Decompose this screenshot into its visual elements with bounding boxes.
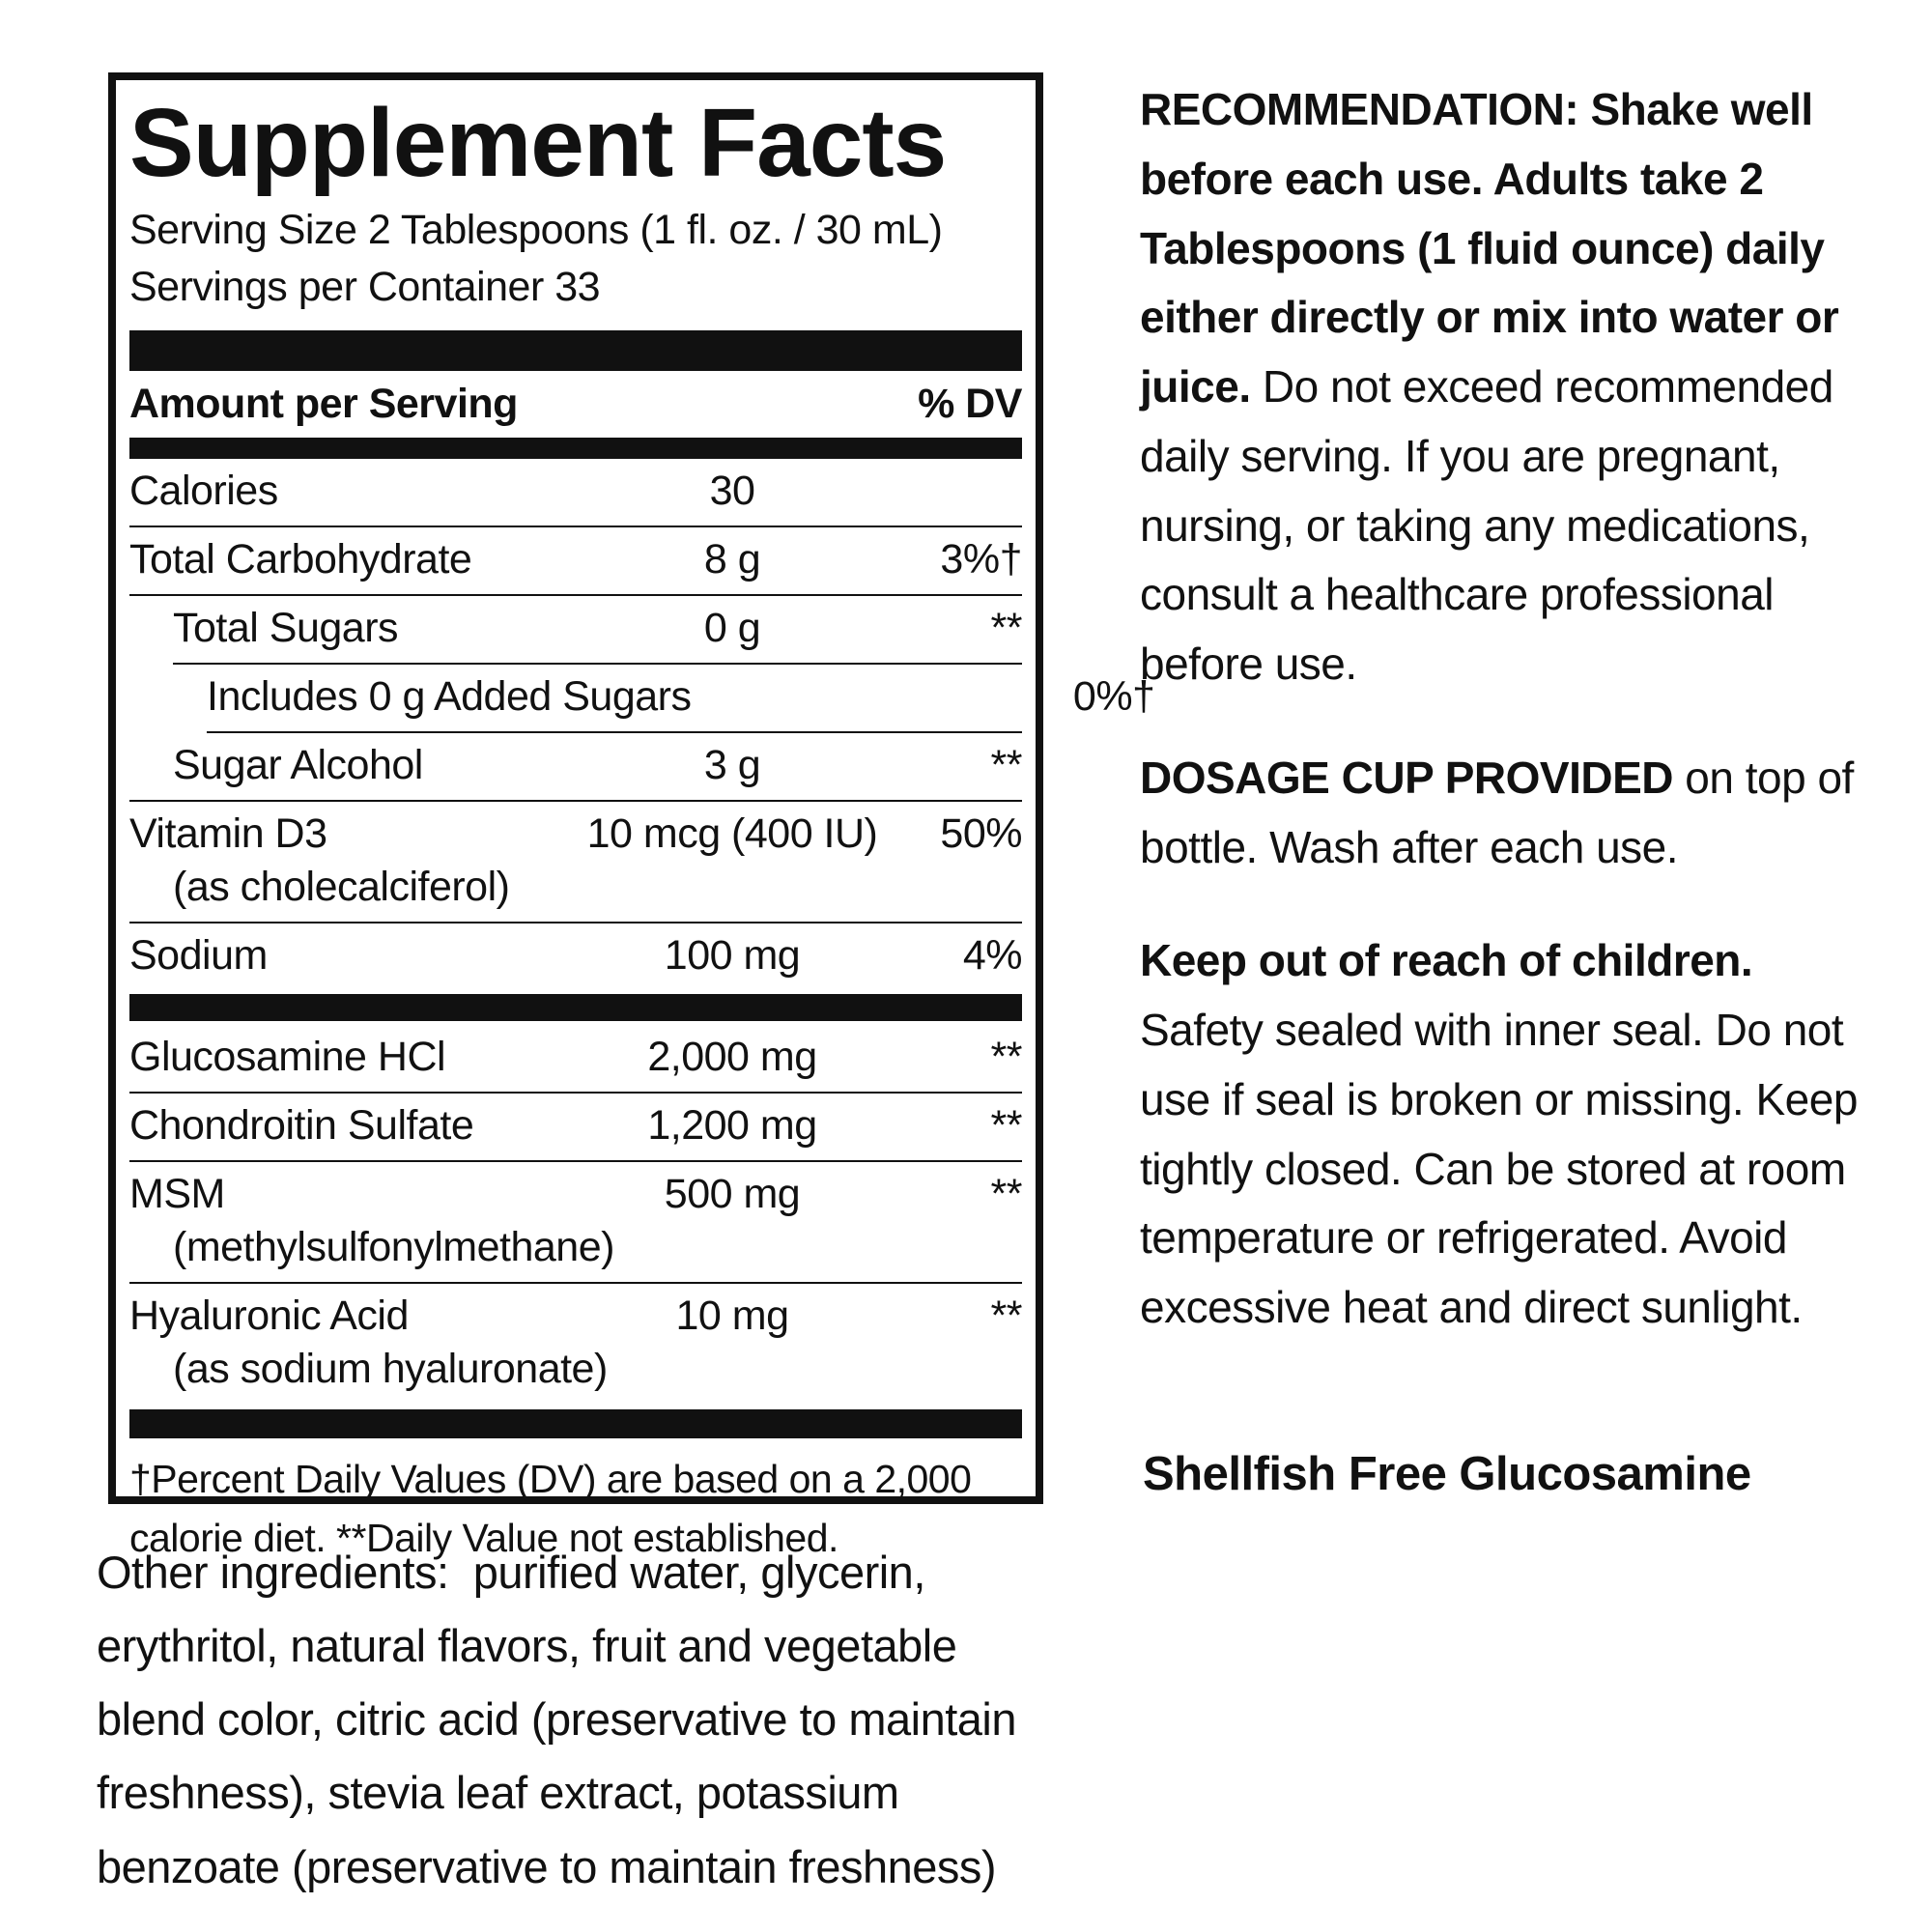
panel-title: Supplement Facts <box>129 89 947 197</box>
nutrient-name: Includes 0 g Added Sugars <box>207 672 692 720</box>
nutrient-amount: 0 g <box>703 604 761 651</box>
nutrient-dv: ** <box>990 741 1023 788</box>
spacer <box>558 381 906 428</box>
row-separator <box>129 525 1022 527</box>
nutrient-name: Total Sugars <box>173 604 399 651</box>
nutrient-subname: (as sodium hyaluronate) <box>173 1345 608 1392</box>
nutrient-row: MSM 500 mg ** (methylsulfonylmethane) <box>129 1162 1023 1282</box>
nutrient-amount: 10 mg <box>675 1292 789 1339</box>
row-separator <box>207 730 1022 733</box>
usage-column: RECOMMENDATION: Shake well before each u… <box>1140 75 1860 1343</box>
servings-per-container: Servings per Container 33 <box>129 264 601 311</box>
nutrient-name: Sugar Alcohol <box>173 741 423 788</box>
nutrient-dv: ** <box>990 604 1023 651</box>
recommendation-regular-text: Do not exceed recommended daily serving.… <box>1140 361 1833 689</box>
nutrient-row: Calories 30 <box>129 459 1022 526</box>
nutrient-name: MSM <box>129 1170 225 1217</box>
thick-divider-bar <box>129 329 1022 371</box>
dosage-cup-bold-text: DOSAGE CUP PROVIDED <box>1140 752 1673 803</box>
row-separator <box>129 921 1022 923</box>
section-divider-bar <box>129 993 1022 1021</box>
nutrient-dv: ** <box>990 1170 1023 1217</box>
row-separator <box>173 662 1022 665</box>
nutrient-row: Sodium 100 mg 4% <box>129 923 1023 990</box>
nutrient-dv: ** <box>990 1292 1023 1339</box>
row-separator <box>129 799 1022 802</box>
nutrient-dv: 4% <box>962 931 1023 979</box>
amount-per-serving-label: Amount per Serving <box>129 380 518 427</box>
nutrient-name: Chondroitin Sulfate <box>129 1101 474 1149</box>
nutrient-rows: Calories 30 Total Carbohydrate 8 g 3%† Total … <box>129 459 1155 1404</box>
nutrient-row: Glucosamine HCl 2,000 mg ** <box>129 1025 1023 1092</box>
header-divider-bar <box>129 437 1022 459</box>
row-separator <box>129 593 1022 596</box>
supplement-facts-panel: Supplement Facts Serving Size 2 Tablespo… <box>108 72 1155 1560</box>
table-header: Amount per Serving % DV <box>129 371 1023 438</box>
footnote-divider-bar <box>129 1408 1022 1438</box>
nutrient-name: Total Carbohydrate <box>129 535 472 582</box>
nutrient-name: Glucosamine HCl <box>129 1033 446 1080</box>
nutrient-row: Hyaluronic Acid 10 mg ** (as sodium hyaluro… <box>129 1284 1023 1404</box>
nutrient-amount: 30 <box>709 467 755 514</box>
nutrient-amount: 500 mg <box>664 1170 801 1217</box>
dosage-cup-regular-text: on top of bottle. Wash after each use. <box>1140 752 1854 872</box>
recommendation-paragraph: RECOMMENDATION: Shake well before each u… <box>1140 75 1860 699</box>
daily-value-footnote: †Percent Daily Values (DV) are based on … <box>129 1456 972 1561</box>
nutrient-dv: 50% <box>940 810 1022 857</box>
nutrient-amount: 3 g <box>703 741 761 788</box>
nutrient-dv: ** <box>990 1101 1023 1149</box>
recommendation-bold-text: RECOMMENDATION: Shake well before each u… <box>1140 84 1839 412</box>
nutrient-row: Total Carbohydrate 8 g 3%† <box>129 527 1023 594</box>
nutrient-row: Total Sugars 0 g ** <box>129 596 1023 663</box>
nutrient-dv: 0%† <box>1072 672 1155 720</box>
nutrient-row: Includes 0 g Added Sugars 0%† <box>129 665 1155 731</box>
other-ingredients-paragraph: Other ingredients: purified water, glyce… <box>97 1547 1029 1892</box>
serving-size: Serving Size 2 Tablespoons (1 fl. oz. / … <box>129 207 943 253</box>
row-separator <box>129 1281 1022 1284</box>
row-separator <box>129 1091 1022 1094</box>
row-separator <box>129 1159 1022 1162</box>
nutrient-name: Vitamin D3 <box>129 810 327 857</box>
nutrient-row: Sugar Alcohol 3 g ** <box>129 733 1023 800</box>
children-warning-heading: Keep out of reach of children. <box>1140 926 1860 996</box>
percent-dv-label: % DV <box>918 380 1022 427</box>
nutrient-amount <box>691 673 1038 721</box>
nutrient-subname: (methylsulfonylmethane) <box>173 1223 614 1270</box>
dosage-cup-paragraph: DOSAGE CUP PROVIDED on top of bottle. Wa… <box>1140 744 1860 883</box>
nutrient-amount: 100 mg <box>664 931 801 979</box>
nutrient-amount: 1,200 mg <box>647 1101 817 1149</box>
shellfish-free-claim: Shellfish Free Glucosamine <box>1143 1448 1751 1500</box>
nutrient-dv <box>906 468 1022 515</box>
nutrient-amount: 8 g <box>703 535 761 582</box>
nutrient-name: Calories <box>129 467 278 514</box>
nutrient-row: Vitamin D3 10 mcg (400 IU) 50% (as cholecal… <box>129 802 1023 922</box>
nutrient-row: Chondroitin Sulfate 1,200 mg ** <box>129 1094 1023 1160</box>
nutrient-subname: (as cholecalciferol) <box>173 863 510 910</box>
children-warning-bold-text: Keep out of reach of children. <box>1140 935 1753 986</box>
nutrient-dv: ** <box>990 1033 1023 1080</box>
nutrient-name: Sodium <box>129 931 268 979</box>
nutrient-name: Hyaluronic Acid <box>129 1292 409 1339</box>
nutrient-amount: 2,000 mg <box>647 1033 817 1080</box>
nutrient-dv: 3%† <box>940 535 1022 582</box>
nutrient-amount: 10 mcg (400 IU) <box>586 810 878 857</box>
safety-seal-paragraph: Safety sealed with inner seal. Do not us… <box>1140 1005 1858 1332</box>
